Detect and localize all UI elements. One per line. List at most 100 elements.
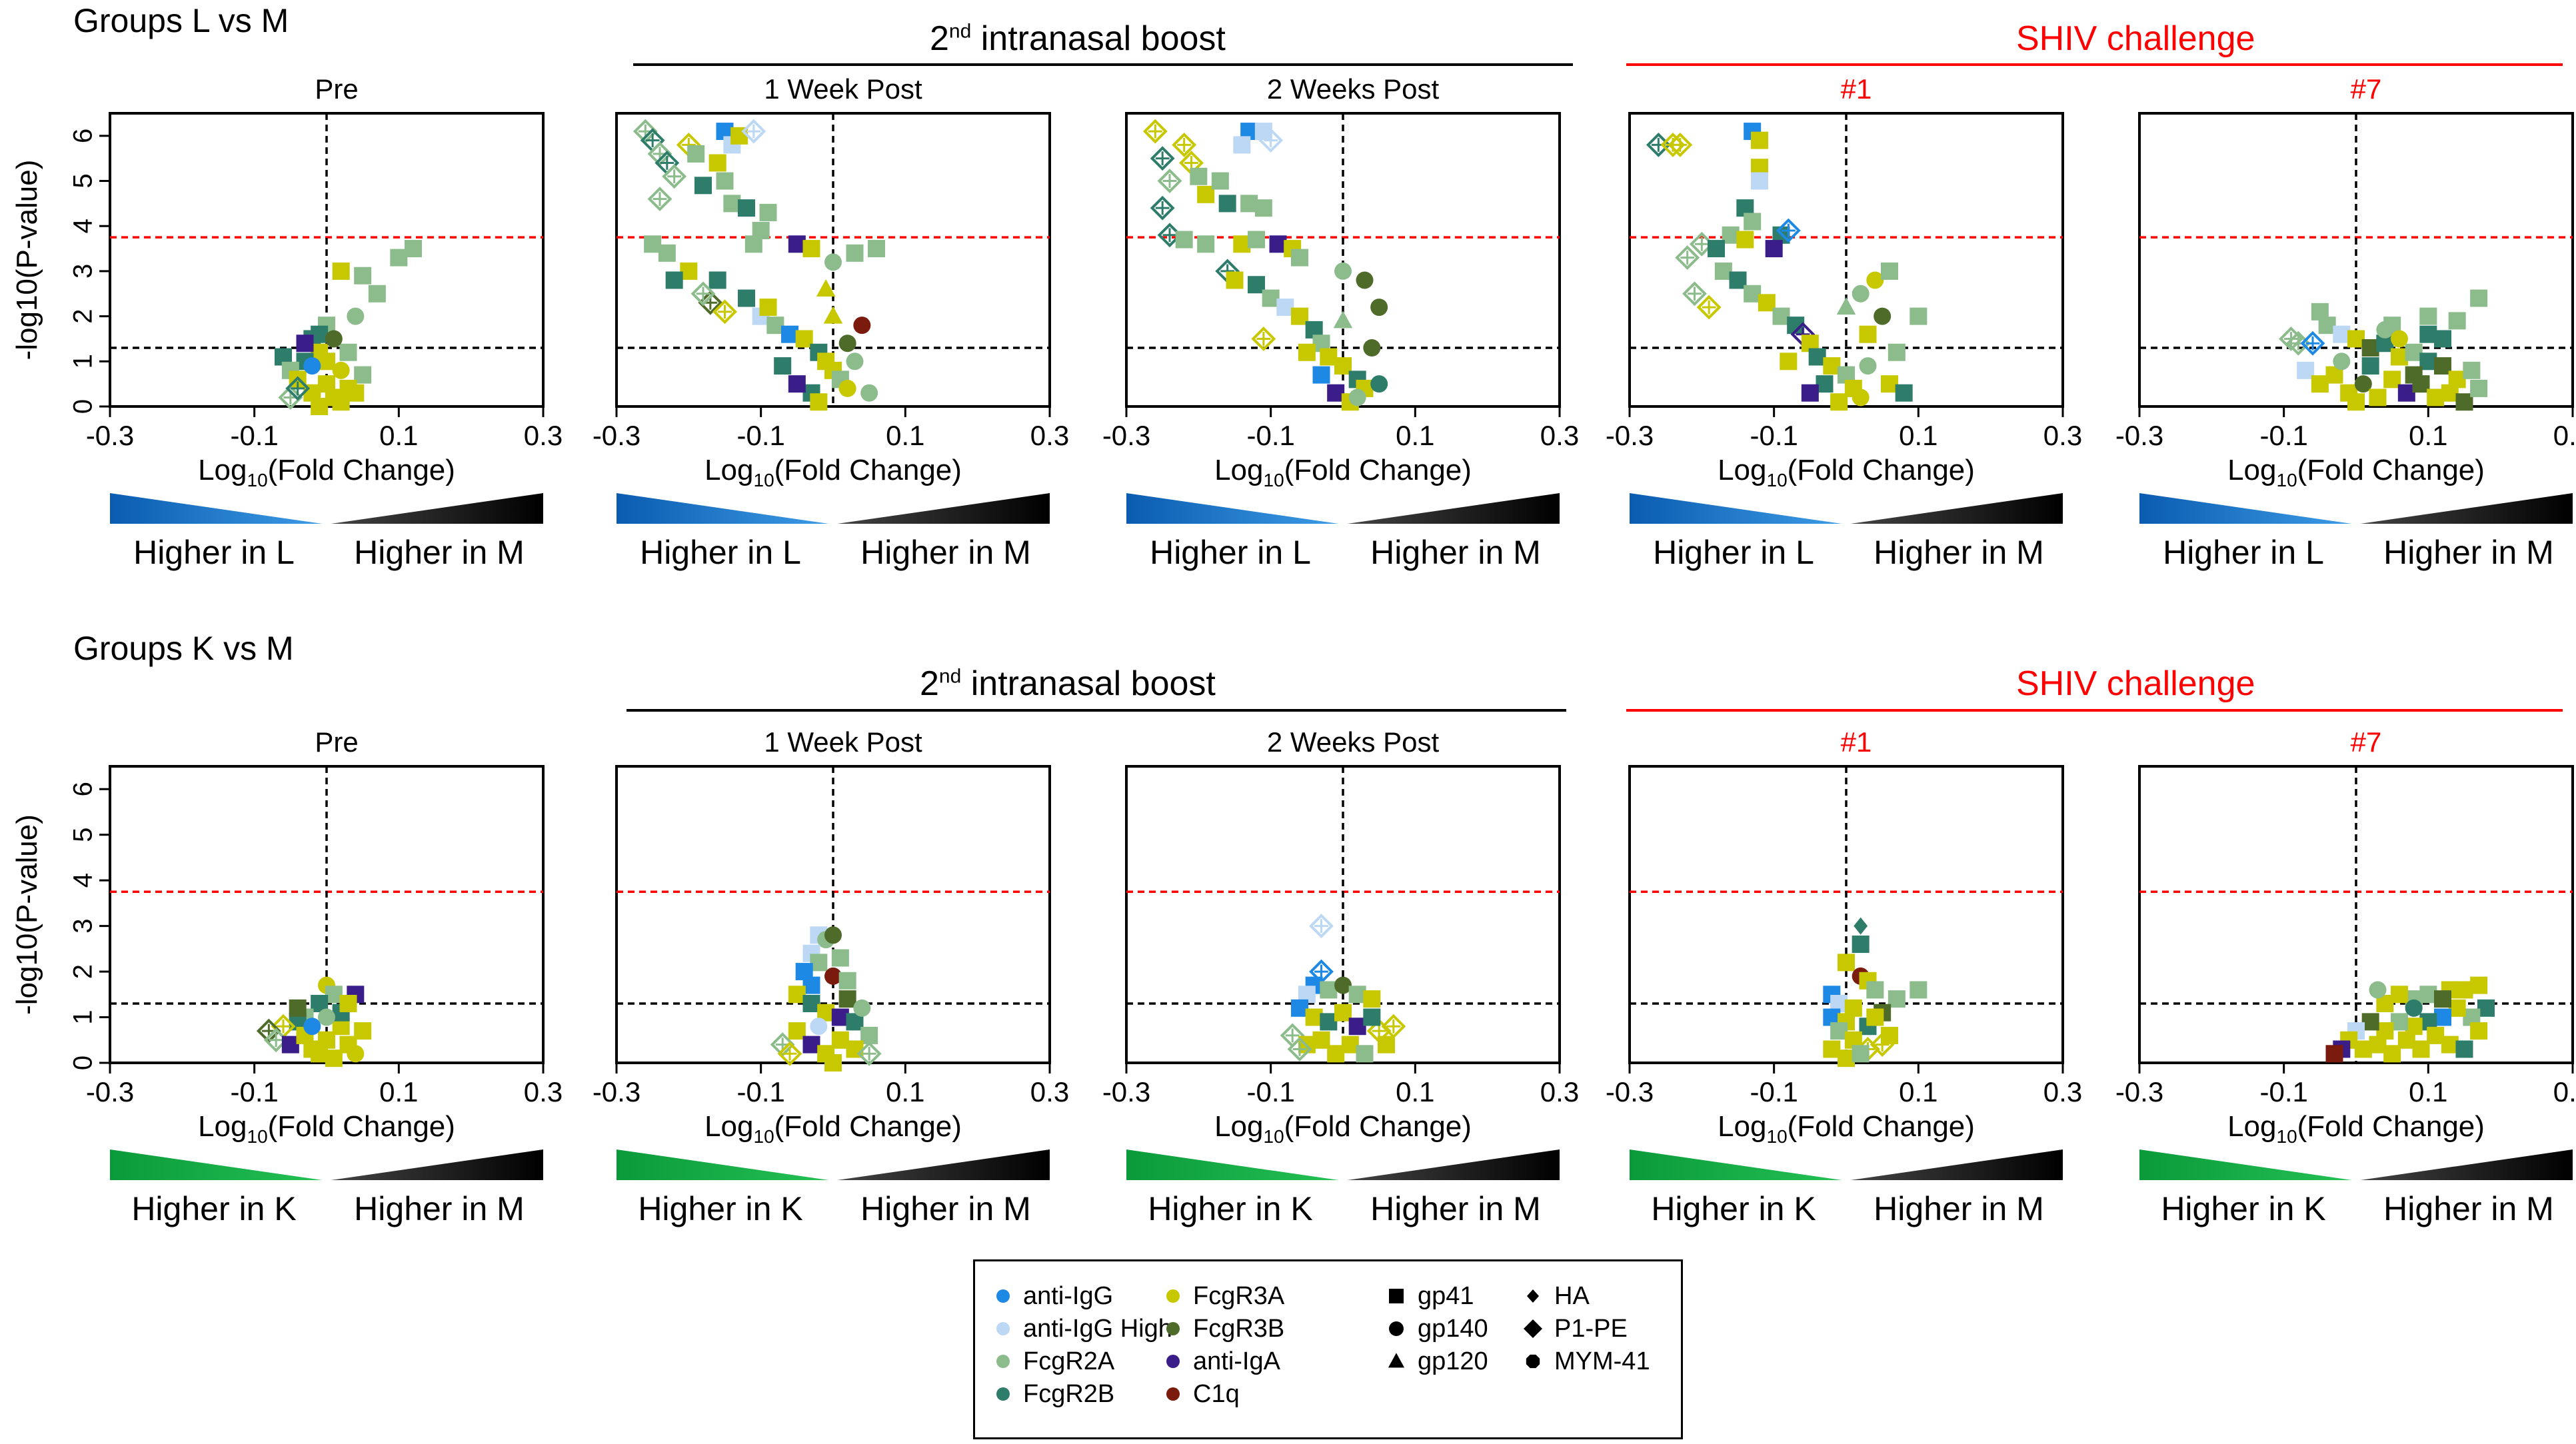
data-point <box>1334 976 1352 994</box>
panel-title: #7 <box>2351 726 2382 758</box>
x-tick-label: -0.3 <box>2115 420 2163 451</box>
x-tick-label: 0.1 <box>2409 1076 2447 1107</box>
boost-header-row2: 2nd intranasal boost <box>920 664 1216 703</box>
data-point <box>1852 936 1870 953</box>
data-point <box>311 1045 329 1063</box>
data-point <box>860 384 878 402</box>
legend-shape-label: MYM-41 <box>1554 1347 1650 1375</box>
data-points <box>633 119 885 411</box>
panel-title: 1 Week Post <box>764 73 922 105</box>
marker-outline <box>1309 914 1334 939</box>
data-point <box>325 1050 343 1068</box>
data-point <box>1254 199 1272 217</box>
y-tick-label: 1 <box>69 1010 98 1024</box>
x-tick-label: 0.1 <box>1899 1076 1937 1107</box>
legend-shape-item: P1-PE <box>1524 1315 1628 1343</box>
x-tick-label: 0.1 <box>379 420 418 451</box>
row-title-k-vs-m: Groups K vs M <box>73 630 294 667</box>
data-point <box>1197 235 1215 253</box>
marker-outline <box>1776 218 1801 243</box>
x-axis-label: Log10(Fold Change) <box>198 454 455 490</box>
data-point <box>810 954 828 972</box>
data-point <box>1327 384 1345 402</box>
x-tick-label: 0.3 <box>1540 1076 1579 1107</box>
data-point <box>1370 299 1388 317</box>
data-point <box>311 398 329 415</box>
data-point <box>1363 990 1381 1008</box>
higher-in-l-wedge <box>2139 493 2352 524</box>
x-tick-label: -0.1 <box>736 420 784 451</box>
data-point <box>1363 339 1381 357</box>
data-point <box>332 361 350 379</box>
data-point <box>1852 285 1870 303</box>
data-point <box>1305 1008 1323 1026</box>
data-point <box>824 926 842 944</box>
marker-outline <box>1870 1032 1895 1058</box>
x-tick-label: 0.1 <box>886 1076 924 1107</box>
x-tick-label: -0.1 <box>2259 420 2307 451</box>
legend-color-item: anti-IgA <box>1166 1347 1281 1375</box>
data-point <box>2419 325 2437 343</box>
legend-shape-marker <box>1526 1354 1540 1369</box>
data-point <box>1696 295 1722 320</box>
direction-label-left: Higher in K <box>638 1190 802 1227</box>
data-point <box>2470 289 2488 307</box>
data-point <box>1859 325 1877 343</box>
data-point <box>1801 384 1819 402</box>
data-point <box>1751 131 1768 149</box>
data-point <box>1348 1018 1366 1036</box>
direction-label-right: Higher in M <box>2383 1190 2554 1227</box>
data-point <box>2354 375 2372 393</box>
data-point <box>1150 195 1175 221</box>
data-point <box>2369 981 2387 999</box>
panel-title: 2 Weeks Post <box>1267 73 1440 105</box>
data-point <box>1866 981 1884 999</box>
x-tick-label: 0.1 <box>379 1076 418 1107</box>
legend-shape-item: gp41 <box>1389 1282 1474 1310</box>
panel-row1-2: 1 Week Post -0.3 -0.1 0.1 0.3 Log10(Fold Chan… <box>593 73 1069 571</box>
marker-outline <box>256 1018 281 1044</box>
data-point <box>716 172 734 190</box>
data-point <box>1370 375 1388 393</box>
legend-shape-item: MYM-41 <box>1526 1347 1650 1375</box>
panel-title: #1 <box>1841 726 1872 758</box>
data-point <box>738 199 755 217</box>
data-point <box>1854 917 1868 935</box>
x-axis-label: Log10(Fold Change) <box>198 1110 455 1147</box>
marker-outline <box>2279 327 2303 351</box>
x-tick-label: 0.3 <box>2043 420 2082 451</box>
legend-color-swatch <box>1166 1387 1180 1401</box>
data-point <box>354 267 372 285</box>
higher-in-k-wedge <box>617 1149 829 1180</box>
legend-color-item: FcgR2B <box>996 1380 1114 1408</box>
y-tick-label: 2 <box>69 309 98 323</box>
data-point <box>788 375 806 393</box>
data-point <box>318 1008 335 1026</box>
legend-shape-marker <box>1527 1289 1539 1303</box>
panel-title: #7 <box>2351 73 2382 105</box>
data-points <box>1280 914 1406 1063</box>
data-point <box>824 967 842 985</box>
marker-outline <box>1258 128 1284 153</box>
panel-title: 2 Weeks Post <box>1267 726 1440 758</box>
x-tick-label: -0.3 <box>86 1076 134 1107</box>
data-point <box>708 271 726 289</box>
data-point <box>1211 172 1229 190</box>
data-point <box>1378 1036 1395 1054</box>
x-tick-label: 0.3 <box>2553 1076 2576 1107</box>
y-tick-label: 3 <box>69 918 98 933</box>
panel-row2-4: #1 -0.3 -0.1 0.1 0.3 Log10(Fold Change) Higher… <box>1606 726 2082 1227</box>
data-point <box>1150 146 1175 171</box>
data-point <box>2470 379 2488 397</box>
data-points <box>2325 976 2495 1063</box>
y-tick-label: 6 <box>69 129 98 143</box>
panels-layer: Pre -0.3 -0.1 0.1 0.3 Log10(Fold Change) Highe… <box>11 73 2576 1227</box>
legend-shape-item: HA <box>1527 1282 1590 1310</box>
marker-outline <box>285 376 311 401</box>
data-point <box>1258 128 1284 153</box>
data-point <box>846 353 864 370</box>
data-point <box>838 379 856 397</box>
x-tick-label: 0.1 <box>1396 420 1434 451</box>
marker-outline <box>777 1041 802 1066</box>
